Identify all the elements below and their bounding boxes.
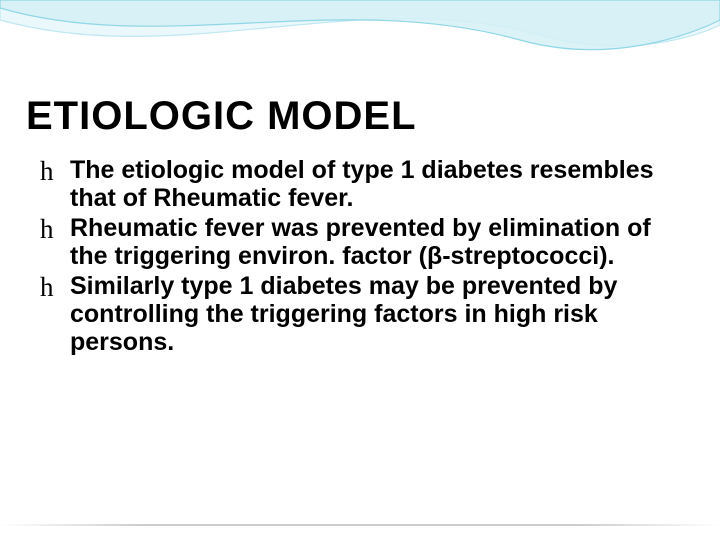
decorative-wave-top bbox=[0, 0, 720, 90]
bullet-list: h The etiologic model of type 1 diabetes… bbox=[70, 156, 670, 358]
bullet-text: Similarly type 1 diabetes may be prevent… bbox=[70, 272, 617, 356]
bullet-item: h Rheumatic fever was prevented by elimi… bbox=[70, 214, 670, 270]
bullet-glyph-icon: h bbox=[40, 156, 54, 186]
bullet-item: h The etiologic model of type 1 diabetes… bbox=[70, 156, 670, 212]
slide-title: ETIOLOGIC MODEL bbox=[26, 94, 417, 139]
bullet-item: h Similarly type 1 diabetes may be preve… bbox=[70, 272, 670, 356]
bullet-text: Rheumatic fever was prevented by elimina… bbox=[70, 214, 651, 270]
bullet-text: The etiologic model of type 1 diabetes r… bbox=[70, 156, 654, 212]
decorative-bottom-line bbox=[0, 524, 720, 526]
bullet-glyph-icon: h bbox=[40, 272, 54, 302]
wave-front bbox=[0, 0, 720, 50]
bullet-glyph-icon: h bbox=[40, 214, 54, 244]
wave-back bbox=[0, 0, 720, 46]
